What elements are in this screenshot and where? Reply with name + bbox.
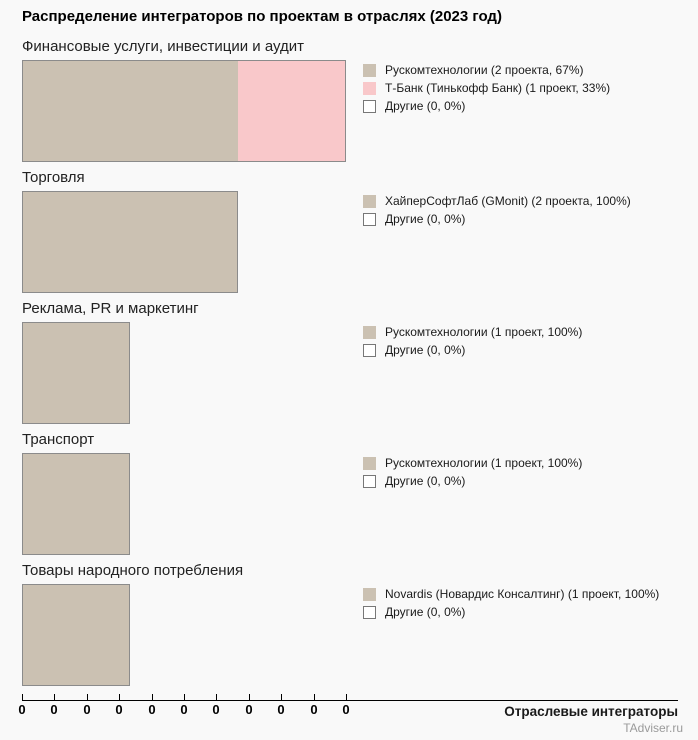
tick-label: 0	[148, 702, 156, 717]
legend-swatch-icon	[363, 475, 376, 488]
legend-swatch-icon	[363, 195, 376, 208]
tick-label: 0	[277, 702, 285, 717]
legend-row: Другие (0, 0%)	[363, 212, 631, 230]
tick-mark	[184, 694, 185, 700]
tick-label: 0	[180, 702, 188, 717]
tick-label: 0	[310, 702, 318, 717]
tick-mark	[249, 694, 250, 700]
legend-row: ХайперСофтЛаб (GMonit) (2 проекта, 100%)	[363, 194, 631, 212]
legend-row: Другие (0, 0%)	[363, 343, 582, 361]
industry-heading: Реклама, PR и маркетинг	[22, 300, 199, 317]
tick-label: 0	[245, 702, 253, 717]
tick-label: 0	[212, 702, 220, 717]
legend: Рускомтехнологии (1 проект, 100%) Другие…	[363, 325, 582, 361]
industry-section-advertising: Реклама, PR и маркетинг Рускомтехнологии…	[0, 300, 698, 431]
legend-label: Т-Банк (Тинькофф Банк) (1 проект, 33%)	[385, 81, 611, 95]
tick-mark	[346, 694, 347, 700]
stacked-bar	[22, 453, 130, 555]
bar-segment-ruskomtekhnologii	[23, 454, 129, 554]
stacked-bar	[22, 191, 238, 293]
stacked-bar	[22, 322, 130, 424]
legend-swatch-icon	[363, 100, 376, 113]
bar-segment-novardis	[23, 585, 129, 685]
industry-heading: Товары народного потребления	[22, 562, 244, 579]
legend-swatch-icon	[363, 213, 376, 226]
industry-heading: Финансовые услуги, инвестиции и аудит	[22, 38, 305, 55]
legend-label: Другие (0, 0%)	[385, 99, 466, 113]
legend: Novardis (Новардис Консалтинг) (1 проект…	[363, 587, 659, 623]
industry-heading: Транспорт	[22, 431, 95, 448]
x-axis-title: Отраслевые интеграторы	[504, 704, 678, 719]
stacked-bar	[22, 584, 130, 686]
tick-mark	[54, 694, 55, 700]
stacked-bar	[22, 60, 346, 162]
legend-label: Другие (0, 0%)	[385, 474, 466, 488]
bar-segment-hypersoftlab	[23, 192, 237, 292]
legend-label: Рускомтехнологии (2 проекта, 67%)	[385, 63, 584, 77]
tick-label: 0	[50, 702, 58, 717]
tick-mark	[119, 694, 120, 700]
bar-segment-tbank	[237, 61, 345, 161]
legend: Рускомтехнологии (2 проекта, 67%) Т-Банк…	[363, 63, 610, 117]
legend-row: Novardis (Новардис Консалтинг) (1 проект…	[363, 587, 659, 605]
chart-title: Распределение интеграторов по проектам в…	[22, 8, 502, 25]
legend-label: Рускомтехнологии (1 проект, 100%)	[385, 325, 583, 339]
tick-label: 0	[83, 702, 91, 717]
industry-heading: Торговля	[22, 169, 85, 186]
legend-row: Рускомтехнологии (1 проект, 100%)	[363, 456, 582, 474]
legend: Рускомтехнологии (1 проект, 100%) Другие…	[363, 456, 582, 492]
legend-label: Другие (0, 0%)	[385, 605, 466, 619]
legend-label: Другие (0, 0%)	[385, 343, 466, 357]
tick-mark	[87, 694, 88, 700]
bar-segment-ruskomtekhnologii	[23, 323, 129, 423]
legend-swatch-icon	[363, 64, 376, 77]
legend-row: Другие (0, 0%)	[363, 605, 659, 623]
bar-segment-ruskomtekhnologii	[23, 61, 238, 161]
legend-row: Рускомтехнологии (1 проект, 100%)	[363, 325, 582, 343]
tick-mark	[314, 694, 315, 700]
legend-label: Другие (0, 0%)	[385, 212, 466, 226]
legend-row: Другие (0, 0%)	[363, 474, 582, 492]
legend-label: Рускомтехнологии (1 проект, 100%)	[385, 456, 583, 470]
legend-swatch-icon	[363, 588, 376, 601]
industry-section-finance: Финансовые услуги, инвестиции и аудит Ру…	[0, 38, 698, 169]
tick-mark	[216, 694, 217, 700]
legend-swatch-icon	[363, 606, 376, 619]
industry-section-consumer-goods: Товары народного потребления Novardis (Н…	[0, 562, 698, 693]
legend-row: Т-Банк (Тинькофф Банк) (1 проект, 33%)	[363, 81, 610, 99]
tick-label: 0	[115, 702, 123, 717]
x-axis-line	[22, 700, 678, 701]
legend-swatch-icon	[363, 326, 376, 339]
legend-swatch-icon	[363, 457, 376, 470]
legend-label: ХайперСофтЛаб (GMonit) (2 проекта, 100%)	[385, 194, 631, 208]
legend-label: Novardis (Новардис Консалтинг) (1 проект…	[385, 587, 660, 601]
legend: ХайперСофтЛаб (GMonit) (2 проекта, 100%)…	[363, 194, 631, 230]
tick-mark	[281, 694, 282, 700]
legend-swatch-icon	[363, 82, 376, 95]
tick-mark	[22, 694, 23, 700]
legend-swatch-icon	[363, 344, 376, 357]
tick-label: 0	[342, 702, 350, 717]
tick-label: 0	[18, 702, 26, 717]
legend-row: Рускомтехнологии (2 проекта, 67%)	[363, 63, 610, 81]
legend-row: Другие (0, 0%)	[363, 99, 610, 117]
source-watermark: TAdviser.ru	[623, 721, 683, 735]
tick-mark	[152, 694, 153, 700]
industry-section-trade: Торговля ХайперСофтЛаб (GMonit) (2 проек…	[0, 169, 698, 300]
industry-section-transport: Транспорт Рускомтехнологии (1 проект, 10…	[0, 431, 698, 562]
